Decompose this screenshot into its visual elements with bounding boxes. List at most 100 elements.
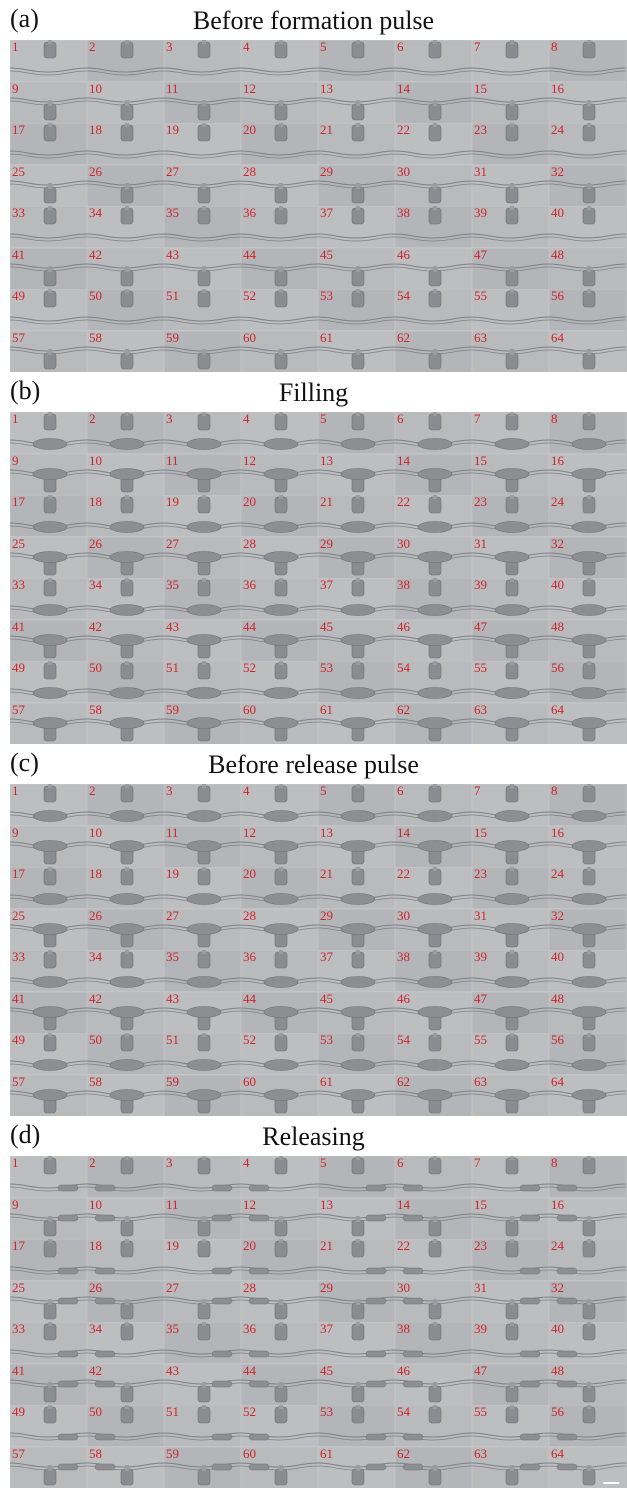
trap-cell-image: [87, 1197, 164, 1239]
trap-cell: 16: [549, 1197, 626, 1239]
trap-number: 59: [166, 1074, 179, 1089]
trap-cell: 46: [395, 991, 472, 1033]
trap-cell-image: [87, 578, 164, 620]
trap-cell: 12: [241, 453, 318, 495]
trap-cell-image: [318, 330, 395, 372]
trap-cell: 33: [10, 206, 87, 248]
trap-cell: 8: [549, 40, 626, 82]
trap-number: 63: [474, 330, 487, 345]
trap-cell: 21: [318, 495, 395, 537]
trap-number: 33: [12, 578, 25, 592]
trap-number: 37: [320, 206, 333, 220]
trap-number: 55: [474, 661, 487, 675]
trap-number: 41: [12, 619, 25, 634]
trap-number: 4: [243, 412, 250, 426]
trap-cell: 35: [164, 950, 241, 992]
trap-cell-image: [87, 289, 164, 331]
trap-cell: 39: [472, 1322, 549, 1364]
trap-cell: 30: [395, 1280, 472, 1322]
trap-cell-image: [87, 1033, 164, 1075]
trap-number: 30: [397, 908, 410, 923]
trap-cell-image: [10, 1033, 87, 1075]
trap-number: 44: [243, 247, 256, 262]
trap-cell-image: [318, 991, 395, 1033]
trap-cell-image: [10, 1197, 87, 1239]
trap-cell: 22: [395, 1239, 472, 1281]
trap-number: 10: [89, 81, 102, 96]
trap-cell: 58: [87, 702, 164, 744]
trap-cell-image: [395, 330, 472, 372]
trap-cell-image: [164, 991, 241, 1033]
trap-cell-image: [472, 1197, 549, 1239]
trap-number: 48: [551, 247, 564, 262]
trap-cell: 34: [87, 206, 164, 248]
panel-header: (d) Releasing: [0, 1116, 627, 1156]
trap-number: 54: [397, 661, 410, 675]
trap-cell-image: [10, 412, 87, 454]
trap-number: 24: [551, 495, 564, 509]
trap-cell-image: [318, 825, 395, 867]
trap-cell-image: [395, 619, 472, 661]
trap-cell: 28: [241, 164, 318, 206]
trap-cell-image: [10, 1363, 87, 1405]
trap-cell: 3: [164, 412, 241, 454]
trap-cell-image: [164, 661, 241, 703]
trap-number: 18: [89, 123, 102, 137]
trap-cell-image: [318, 784, 395, 826]
trap-number: 25: [12, 1280, 25, 1295]
panel-label: (d): [10, 1120, 41, 1149]
trap-number: 64: [551, 330, 564, 345]
trap-number: 54: [397, 289, 410, 303]
trap-number: 33: [12, 1322, 25, 1336]
trap-cell-image: [87, 247, 164, 289]
trap-cell-image: [549, 950, 626, 992]
trap-number: 51: [166, 1033, 179, 1047]
trap-cell: 26: [87, 164, 164, 206]
trap-cell: 47: [472, 1363, 549, 1405]
trap-cell-image: [164, 1074, 241, 1116]
trap-cell-image: [87, 1322, 164, 1364]
trap-cell: 43: [164, 619, 241, 661]
trap-number: 59: [166, 330, 179, 345]
trap-cell-image: [10, 1322, 87, 1364]
trap-cell: 24: [549, 867, 626, 909]
trap-number: 19: [166, 867, 179, 881]
trap-number: 25: [12, 908, 25, 923]
trap-cell: 40: [549, 1322, 626, 1364]
trap-number: 1: [12, 784, 19, 798]
trap-number: 62: [397, 1446, 410, 1461]
trap-number: 4: [243, 784, 250, 798]
trap-number: 61: [320, 702, 333, 717]
trap-number: 44: [243, 1363, 256, 1378]
trap-number: 54: [397, 1033, 410, 1047]
trap-number: 22: [397, 495, 410, 509]
trap-number: 6: [397, 1156, 404, 1170]
trap-cell-image: [318, 1197, 395, 1239]
trap-cell: 58: [87, 330, 164, 372]
trap-cell-image: [472, 950, 549, 992]
trap-cell: 9: [10, 453, 87, 495]
trap-number: 17: [12, 123, 25, 137]
trap-cell-image: [241, 1156, 318, 1198]
trap-cell: 30: [395, 908, 472, 950]
trap-number: 49: [12, 661, 25, 675]
trap-cell-image: [549, 1280, 626, 1322]
trap-cell-image: [472, 578, 549, 620]
trap-cell: 51: [164, 1033, 241, 1075]
trap-cell: 21: [318, 1239, 395, 1281]
trap-cell: 12: [241, 1197, 318, 1239]
trap-cell-image: [549, 1446, 626, 1488]
trap-number: 14: [397, 1197, 410, 1212]
trap-number: 31: [474, 1280, 487, 1295]
trap-cell-image: [549, 661, 626, 703]
trap-cell-image: [318, 247, 395, 289]
trap-cell-image: [549, 908, 626, 950]
trap-cell: 62: [395, 1074, 472, 1116]
trap-number: 31: [474, 164, 487, 179]
trap-cell: 34: [87, 1322, 164, 1364]
trap-cell-image: [241, 164, 318, 206]
trap-cell: 56: [549, 289, 626, 331]
trap-number: 47: [474, 247, 487, 262]
trap-number: 34: [89, 950, 102, 964]
trap-cell: 15: [472, 453, 549, 495]
